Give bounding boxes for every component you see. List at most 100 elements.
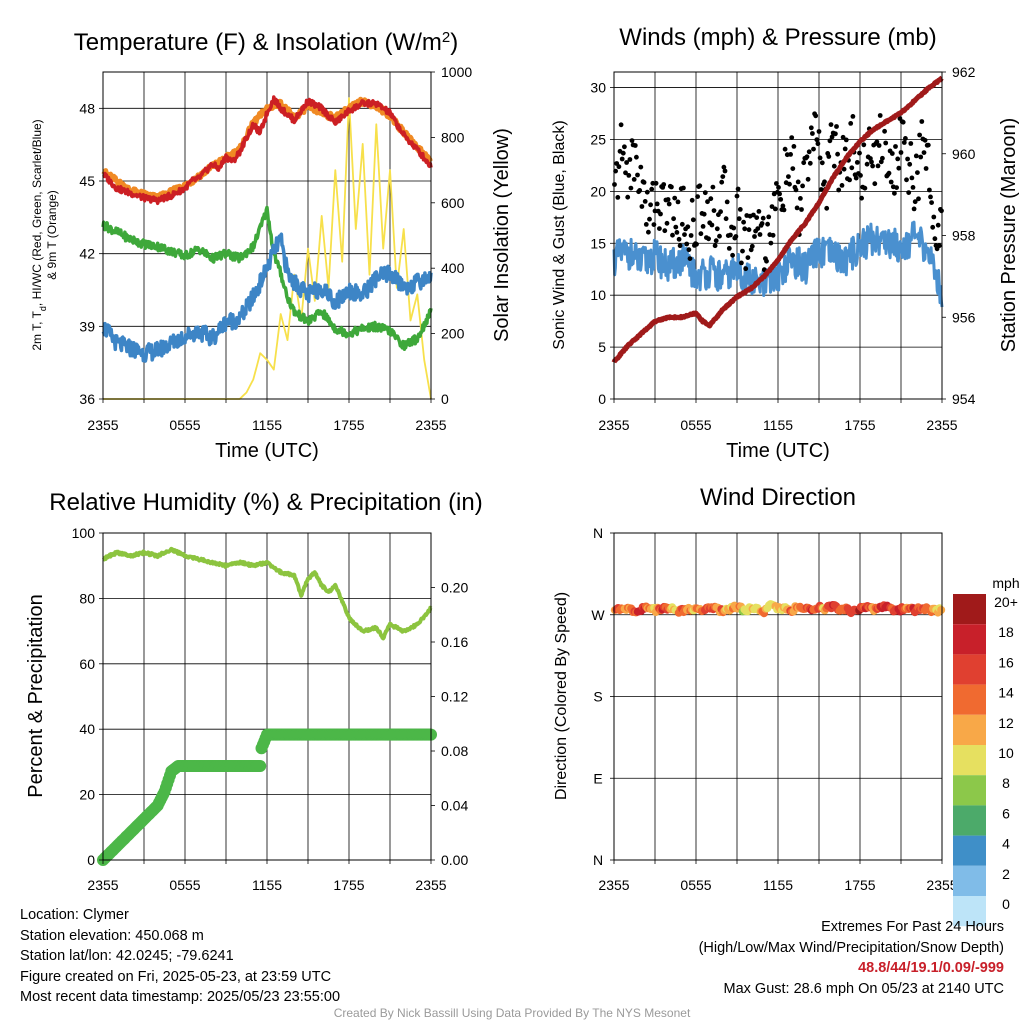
gust-point: [731, 225, 737, 231]
gust-point: [840, 134, 846, 140]
gust-point: [895, 156, 901, 162]
gust-point: [835, 151, 840, 157]
gust-point: [752, 234, 757, 239]
gust-point: [831, 163, 837, 169]
gust-point: [723, 216, 729, 222]
direction-tick-label: N: [593, 852, 603, 868]
gust-point: [638, 164, 644, 170]
legend-swatch: [953, 714, 986, 745]
gust-point: [790, 166, 796, 172]
gust-point: [922, 137, 928, 143]
gust-point: [756, 209, 762, 214]
gust-point: [755, 226, 761, 232]
extremes-values: 48.8/44/19.1/0.09/-999: [858, 960, 1004, 976]
gust-point: [919, 119, 925, 124]
gust-point: [735, 186, 741, 192]
gust-point: [789, 135, 795, 141]
gust-point: [801, 160, 807, 166]
pressure-y2label: Station Pressure (Maroon): [998, 118, 1020, 353]
gust-point: [637, 188, 643, 193]
gust-point: [709, 222, 715, 228]
gust-point: [781, 207, 787, 213]
x-tick-label: 0555: [680, 877, 711, 893]
legend-label: 12: [998, 715, 1014, 731]
gust-point: [690, 217, 696, 223]
gust-point: [641, 180, 647, 185]
gust-point: [713, 238, 719, 244]
gust-point: [896, 165, 902, 171]
gust-point: [688, 233, 694, 238]
gust-point: [718, 209, 723, 215]
y2-tick-label: 1000: [441, 64, 472, 80]
gust-point: [805, 176, 811, 182]
y2-tick-label: 0.00: [441, 852, 468, 868]
insolation-y2label: Solar Insolation (Yellow): [491, 128, 513, 342]
credit-line: Created By Nick Bassill Using Data Provi…: [333, 1006, 691, 1020]
gust-point: [925, 142, 931, 148]
gust-point: [912, 199, 918, 205]
gust-point: [935, 222, 941, 228]
y2-tick-label: 0.08: [441, 743, 468, 759]
gust-point: [839, 183, 845, 188]
y-tick-label: 45: [79, 173, 95, 189]
humidity-panel: Relative Humidity (%) & Precipitation (i…: [25, 489, 483, 893]
gust-point: [874, 139, 880, 145]
temperature-2m-line: [101, 95, 433, 206]
y2-tick-label: 960: [952, 146, 976, 162]
gust-point: [682, 232, 687, 238]
gust-point: [708, 196, 714, 202]
gust-point: [643, 222, 649, 227]
gust-point: [917, 132, 922, 138]
gust-point: [662, 228, 668, 234]
gust-point: [751, 212, 756, 218]
y2-tick-label: 0.20: [441, 580, 468, 596]
gust-point: [746, 227, 752, 233]
gust-point: [918, 154, 924, 160]
gust-point: [623, 170, 628, 176]
gust-point: [694, 241, 699, 247]
x-tick-label: 1155: [252, 877, 282, 893]
most-recent-data: Most recent data timestamp: 2025/05/23 2…: [20, 989, 341, 1005]
figure-created: Figure created on Fri, 2025-05-23, at 23…: [20, 968, 332, 985]
y-tick-label: 30: [590, 80, 606, 96]
gust-point: [720, 174, 726, 180]
gust-point: [686, 247, 692, 253]
x-tick-label: 0555: [680, 417, 711, 433]
gust-point: [798, 196, 803, 201]
gust-point: [777, 191, 782, 197]
gust-point: [649, 186, 655, 192]
gust-point: [847, 177, 852, 183]
gust-point: [671, 216, 676, 222]
max-gust: Max Gust: 28.6 mph On 05/23 at 2140 UTC: [723, 980, 1004, 997]
y2-tick-label: 200: [441, 326, 465, 342]
gust-point: [702, 190, 708, 196]
y-tick-label: 0: [598, 391, 606, 407]
gust-point: [717, 233, 722, 239]
gust-point: [726, 246, 732, 251]
gust-point: [898, 150, 904, 155]
gust-point: [905, 156, 910, 162]
gust-point: [673, 224, 679, 230]
y-tick-label: 60: [79, 656, 95, 672]
gust-point: [872, 181, 878, 187]
gust-point: [787, 181, 792, 187]
gust-point: [764, 258, 769, 264]
direction-grid: [614, 533, 942, 860]
gust-point: [931, 214, 937, 220]
gust-point: [782, 146, 788, 152]
x-tick-label: 2355: [926, 877, 957, 893]
gust-point: [648, 202, 653, 208]
gust-point: [800, 183, 805, 189]
gust-point: [619, 156, 625, 162]
y2-tick-label: 600: [441, 195, 465, 211]
gust-point: [639, 204, 645, 209]
y2-tick-label: 958: [952, 228, 976, 244]
gust-point: [901, 140, 907, 145]
y-tick-label: 25: [590, 131, 606, 147]
gust-point: [795, 179, 801, 185]
speed-legend-title: mph: [992, 575, 1019, 591]
gust-point: [743, 266, 749, 272]
x-tick-label: 1155: [763, 877, 793, 893]
legend-label: 0: [1002, 896, 1010, 912]
